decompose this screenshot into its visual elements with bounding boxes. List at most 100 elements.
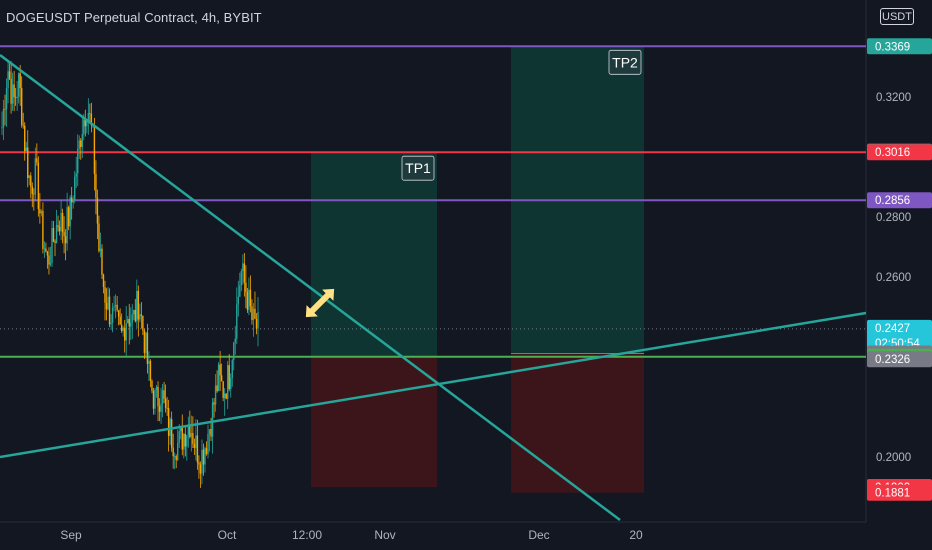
candle-body — [164, 398, 167, 408]
candle-body — [87, 113, 90, 122]
candle-body — [186, 435, 188, 447]
candle-body — [251, 306, 253, 321]
candle-body — [146, 332, 149, 364]
candle-body — [40, 210, 43, 214]
candle-body — [136, 290, 138, 322]
time-tick-5: 20 — [629, 528, 643, 542]
time-tick-2: 12:00 — [292, 528, 322, 542]
candle-body — [93, 124, 96, 174]
candle-body — [192, 433, 194, 444]
candle-body — [217, 364, 220, 392]
candle-body — [125, 323, 127, 341]
candle-body — [83, 119, 85, 135]
price-label-2: 0.3016 — [875, 147, 910, 159]
chart-title: DOGEUSDT Perpetual Contract, 4h, BYBIT — [6, 10, 262, 25]
candle-body — [119, 316, 121, 325]
candle-body — [187, 424, 190, 436]
candle-body — [140, 314, 143, 316]
candle-body — [66, 207, 68, 244]
candle-body — [183, 433, 185, 450]
price-label-4: 0.2427 — [875, 323, 910, 335]
candle-body — [202, 449, 205, 465]
candle-body — [39, 209, 41, 214]
candle-body — [99, 248, 102, 252]
candle-body — [198, 462, 200, 465]
candle-body — [142, 315, 144, 331]
candle-body — [223, 393, 226, 398]
candle-body — [42, 210, 44, 249]
candle-body — [77, 148, 79, 174]
price-label-0: 0.3369 — [875, 41, 910, 53]
candle-body — [137, 290, 140, 320]
target-label-tp1: TP1 — [405, 160, 431, 176]
candle-body — [86, 121, 88, 127]
candle-body — [13, 84, 15, 98]
price-label-bg-3 — [867, 192, 932, 209]
candle-body — [11, 84, 14, 104]
candle-body — [57, 225, 59, 227]
candle-body — [78, 140, 80, 149]
candle-body — [205, 448, 208, 455]
candle-body — [4, 108, 6, 110]
candle-body — [33, 193, 35, 195]
candle-body — [148, 360, 150, 364]
candle-body — [242, 263, 244, 272]
target-zone-tp1[interactable] — [311, 152, 437, 357]
candle-body — [120, 324, 123, 332]
candle-body — [7, 71, 9, 89]
arrow-shape — [305, 288, 335, 318]
stop-zone-tp2[interactable] — [511, 353, 644, 493]
candle-body — [173, 456, 176, 457]
candle-body — [114, 304, 117, 307]
candle-body — [117, 310, 120, 317]
candle-body — [108, 296, 111, 325]
candle-body — [189, 424, 191, 438]
candle-body — [74, 176, 76, 201]
candle-body — [236, 304, 238, 339]
candle-body — [201, 449, 203, 474]
candle-body — [175, 456, 177, 460]
candle-body — [246, 292, 249, 310]
candle-body — [257, 312, 259, 329]
candle-body — [60, 212, 62, 232]
stop-zone-tp1[interactable] — [311, 356, 437, 487]
candle-body — [5, 88, 8, 109]
candle-body — [233, 342, 235, 361]
candle-body — [180, 427, 182, 432]
price-label-bg-4 — [867, 319, 932, 352]
candle-body — [43, 248, 46, 250]
candle-body — [72, 200, 74, 203]
candle-body — [123, 327, 126, 341]
candle-body — [249, 289, 252, 307]
candle-body — [48, 255, 50, 265]
candle-body — [89, 113, 91, 114]
candle-body — [105, 302, 108, 310]
candle-body — [102, 274, 105, 287]
currency-unit-badge[interactable]: USDT — [880, 8, 914, 25]
candle-body — [158, 406, 161, 412]
candle-body — [54, 241, 56, 243]
candle-body — [10, 78, 12, 104]
candle-body — [14, 97, 17, 98]
candle-body — [157, 386, 159, 407]
candle-body — [134, 309, 137, 322]
candle-body — [95, 173, 97, 198]
target-label-box-tp1 — [401, 155, 435, 181]
candle-body — [30, 175, 32, 187]
candle-body — [27, 147, 29, 179]
candle-body — [25, 147, 27, 152]
candle-body — [69, 197, 71, 227]
double-arrow-icon — [305, 288, 335, 318]
candle-body — [160, 403, 162, 412]
price-label-bg-7 — [867, 351, 932, 368]
candle-body — [130, 322, 132, 327]
candle-body — [152, 390, 155, 409]
candle-body — [195, 435, 197, 448]
descending-trendline[interactable] — [0, 54, 621, 521]
candle-body — [163, 390, 165, 399]
candle-body — [199, 464, 202, 474]
candle-body — [234, 338, 236, 343]
ascending-trendline[interactable] — [0, 311, 867, 459]
